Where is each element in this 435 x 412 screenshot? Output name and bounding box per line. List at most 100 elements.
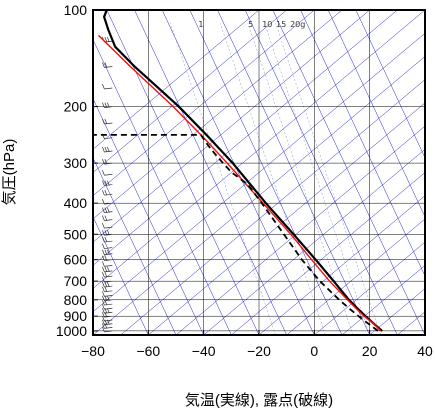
x-tick-label: 40 <box>417 343 433 359</box>
wind-barb-flag <box>102 295 105 301</box>
wind-barb-flag <box>102 271 105 278</box>
wind-barb-staff <box>104 66 113 68</box>
wind-barb-flag <box>102 281 105 288</box>
wind-barb <box>102 323 113 329</box>
wind-barb-flag <box>107 207 110 213</box>
x-tick-label: −20 <box>247 343 271 359</box>
wind-barb-staff <box>104 285 113 288</box>
wind-barb <box>102 102 113 108</box>
wind-barb <box>102 146 113 153</box>
dry-adiabat-line <box>189 10 343 335</box>
y-tick-label: 1000 <box>56 323 87 339</box>
wind-barb-flag <box>104 207 108 213</box>
wind-barb <box>102 291 113 297</box>
wind-barb-flag <box>104 215 108 221</box>
wind-barb-flag <box>104 281 108 288</box>
sounding-series <box>93 10 383 332</box>
wind-barb-staff <box>104 327 113 329</box>
wind-barb-staff <box>104 247 113 249</box>
mixing-ratio-line <box>220 23 326 335</box>
wind-barb-flag <box>102 146 105 153</box>
wind-barb-flag <box>107 266 110 272</box>
isotherm-line <box>93 10 260 150</box>
mixing-ratio-label: 1 <box>198 20 203 29</box>
wind-barb <box>102 255 113 262</box>
wind-barb-staff <box>104 162 113 165</box>
wind-barb-flag <box>102 315 105 322</box>
isotherm-line <box>93 10 343 220</box>
wind-barb-staff <box>104 315 113 318</box>
wind-barb-staff <box>104 265 113 267</box>
isotherm-lines <box>93 10 425 335</box>
x-tick-label: −40 <box>192 343 216 359</box>
wind-barb-flag <box>102 323 105 329</box>
wind-barb <box>102 170 113 176</box>
wind-barb <box>102 315 113 322</box>
wind-barb-flag <box>104 180 108 186</box>
wind-barb-flag <box>102 207 105 213</box>
wind-barb <box>102 236 113 243</box>
isotherm-line <box>424 334 425 335</box>
wind-barb-flag <box>104 146 108 153</box>
wind-barb <box>102 281 113 288</box>
wind-barb-flag <box>102 319 105 325</box>
wind-barb-staff <box>104 211 113 213</box>
isotherm-line <box>286 218 425 335</box>
dry-adiabat-line <box>244 10 398 335</box>
wind-barb-flag <box>102 299 105 306</box>
wind-barb-staff <box>104 299 113 302</box>
wind-barb-flag <box>102 255 105 261</box>
wind-barb-staff <box>104 303 113 306</box>
wind-barb-staff <box>104 150 113 153</box>
mixing-ratio-label: 5 <box>248 20 253 29</box>
wind-barb-flag <box>104 249 108 255</box>
wind-barb <box>102 230 113 236</box>
wind-barb-flag <box>102 243 105 249</box>
wind-barb-flag <box>102 266 105 272</box>
wind-barb-flag <box>104 323 108 329</box>
y-tick-label: 800 <box>64 292 88 308</box>
wind-barb-flag <box>107 180 110 186</box>
isotherm-line <box>93 56 425 335</box>
dry-adiabat-line <box>217 10 370 335</box>
mixing-ratio-line <box>170 23 276 335</box>
wind-barb <box>102 243 113 249</box>
wind-barb <box>102 118 113 125</box>
wind-barb-staff <box>104 219 113 221</box>
mixing-ratio-line <box>247 23 354 335</box>
isotherm-line <box>93 10 425 289</box>
temperature-line <box>102 10 383 332</box>
wind-barb-flag <box>107 249 110 255</box>
wind-barb-flag <box>102 326 105 333</box>
wind-barb-staff <box>104 137 113 140</box>
wind-barb-flag <box>102 215 105 221</box>
dry-adiabat-line <box>272 10 425 335</box>
wind-barb-flag <box>104 190 108 196</box>
wind-barb <box>102 277 113 283</box>
isotherm-line <box>93 10 370 243</box>
wind-barb-staff <box>104 275 113 278</box>
wind-barb-flag <box>104 118 108 125</box>
x-tick-label: 0 <box>310 343 318 359</box>
wind-barb <box>102 190 113 196</box>
mixing-ratio-line <box>275 23 381 335</box>
wind-barb <box>102 215 113 221</box>
wind-barb-flag <box>104 255 108 261</box>
wind-barb-flag <box>102 83 105 90</box>
wind-barb <box>102 295 113 302</box>
wind-barb-flag <box>104 36 108 43</box>
wind-barb <box>102 62 113 68</box>
wind-barb-flag <box>104 286 108 292</box>
wind-barb <box>102 271 113 278</box>
wind-barb-staff <box>104 259 113 262</box>
x-tick-label: −60 <box>136 343 160 359</box>
wind-barb-staff <box>104 280 113 283</box>
wind-barb <box>102 261 113 267</box>
wind-barb-flag <box>104 158 108 165</box>
wind-barb-flag <box>102 304 105 310</box>
wind-barb-flag <box>102 102 105 108</box>
dry-adiabat-line <box>93 38 232 335</box>
wind-barb-flag <box>102 230 105 236</box>
wind-barb-flag <box>102 199 105 205</box>
